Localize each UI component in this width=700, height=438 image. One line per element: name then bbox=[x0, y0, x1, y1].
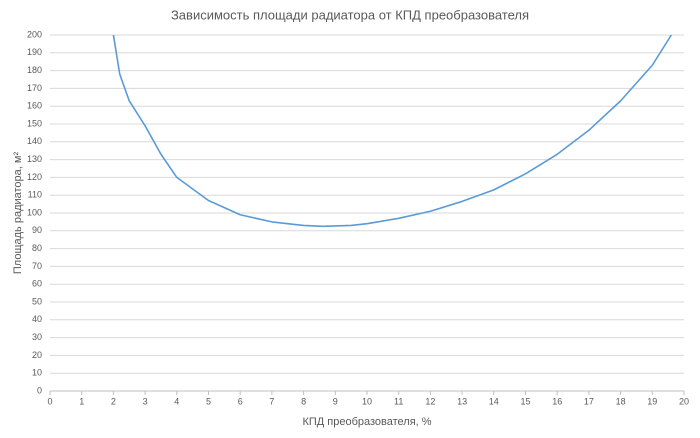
x-tick-label: 1 bbox=[79, 396, 84, 406]
x-tick-label: 20 bbox=[679, 396, 689, 406]
y-axis-title: Площадь радиатора, м² bbox=[12, 152, 24, 275]
y-tick-label: 110 bbox=[28, 190, 42, 200]
data-line bbox=[112, 34, 672, 228]
x-tick-label: 14 bbox=[489, 396, 499, 406]
chart-title: Зависимость площади радиатора от КПД пре… bbox=[171, 7, 529, 22]
y-tick-label: 50 bbox=[32, 296, 42, 306]
x-tick-label: 2 bbox=[111, 396, 116, 406]
x-tick-label: 13 bbox=[457, 396, 467, 406]
y-tick-label: 130 bbox=[27, 154, 42, 164]
x-tick-label: 16 bbox=[552, 396, 562, 406]
x-tick-label: 10 bbox=[362, 396, 372, 406]
y-tick-label: 10 bbox=[32, 368, 42, 378]
y-tick-label: 100 bbox=[27, 207, 42, 217]
y-tick-label: 90 bbox=[32, 225, 42, 235]
x-tick-label: 8 bbox=[301, 396, 306, 406]
x-tick-label: 19 bbox=[647, 396, 657, 406]
y-tick-label: 70 bbox=[32, 261, 42, 271]
y-tick-label: 150 bbox=[27, 118, 42, 128]
y-tick-label: 170 bbox=[27, 83, 42, 93]
x-tick-label: 15 bbox=[520, 396, 530, 406]
y-tick-label: 80 bbox=[32, 243, 42, 253]
x-tick-label: 11 bbox=[394, 396, 403, 406]
y-tick-label: 60 bbox=[32, 279, 42, 289]
y-tick-label: 120 bbox=[27, 172, 42, 182]
y-tick-label: 0 bbox=[37, 385, 42, 395]
y-tick-label: 180 bbox=[27, 65, 42, 75]
y-tick-label: 20 bbox=[32, 350, 42, 360]
x-tick-label: 17 bbox=[584, 396, 594, 406]
x-axis-title: КПД преобразователя, % bbox=[302, 416, 431, 428]
y-tick-label: 190 bbox=[27, 47, 42, 57]
y-tick-label: 200 bbox=[27, 29, 42, 39]
x-tick-label: 7 bbox=[269, 396, 274, 406]
x-tick-label: 9 bbox=[333, 396, 338, 406]
x-tick-label: 0 bbox=[47, 396, 52, 406]
y-tick-label: 40 bbox=[32, 314, 42, 324]
x-tick-label: 5 bbox=[206, 396, 211, 406]
x-tick-label: 3 bbox=[143, 396, 148, 406]
y-tick-label: 140 bbox=[27, 136, 42, 146]
x-tick-label: 12 bbox=[425, 396, 435, 406]
y-tick-label: 30 bbox=[32, 332, 42, 342]
x-tick-label: 4 bbox=[174, 396, 179, 406]
y-tick-label: 160 bbox=[27, 101, 42, 111]
x-tick-label: 18 bbox=[616, 396, 626, 406]
x-tick-label: 6 bbox=[238, 396, 243, 406]
